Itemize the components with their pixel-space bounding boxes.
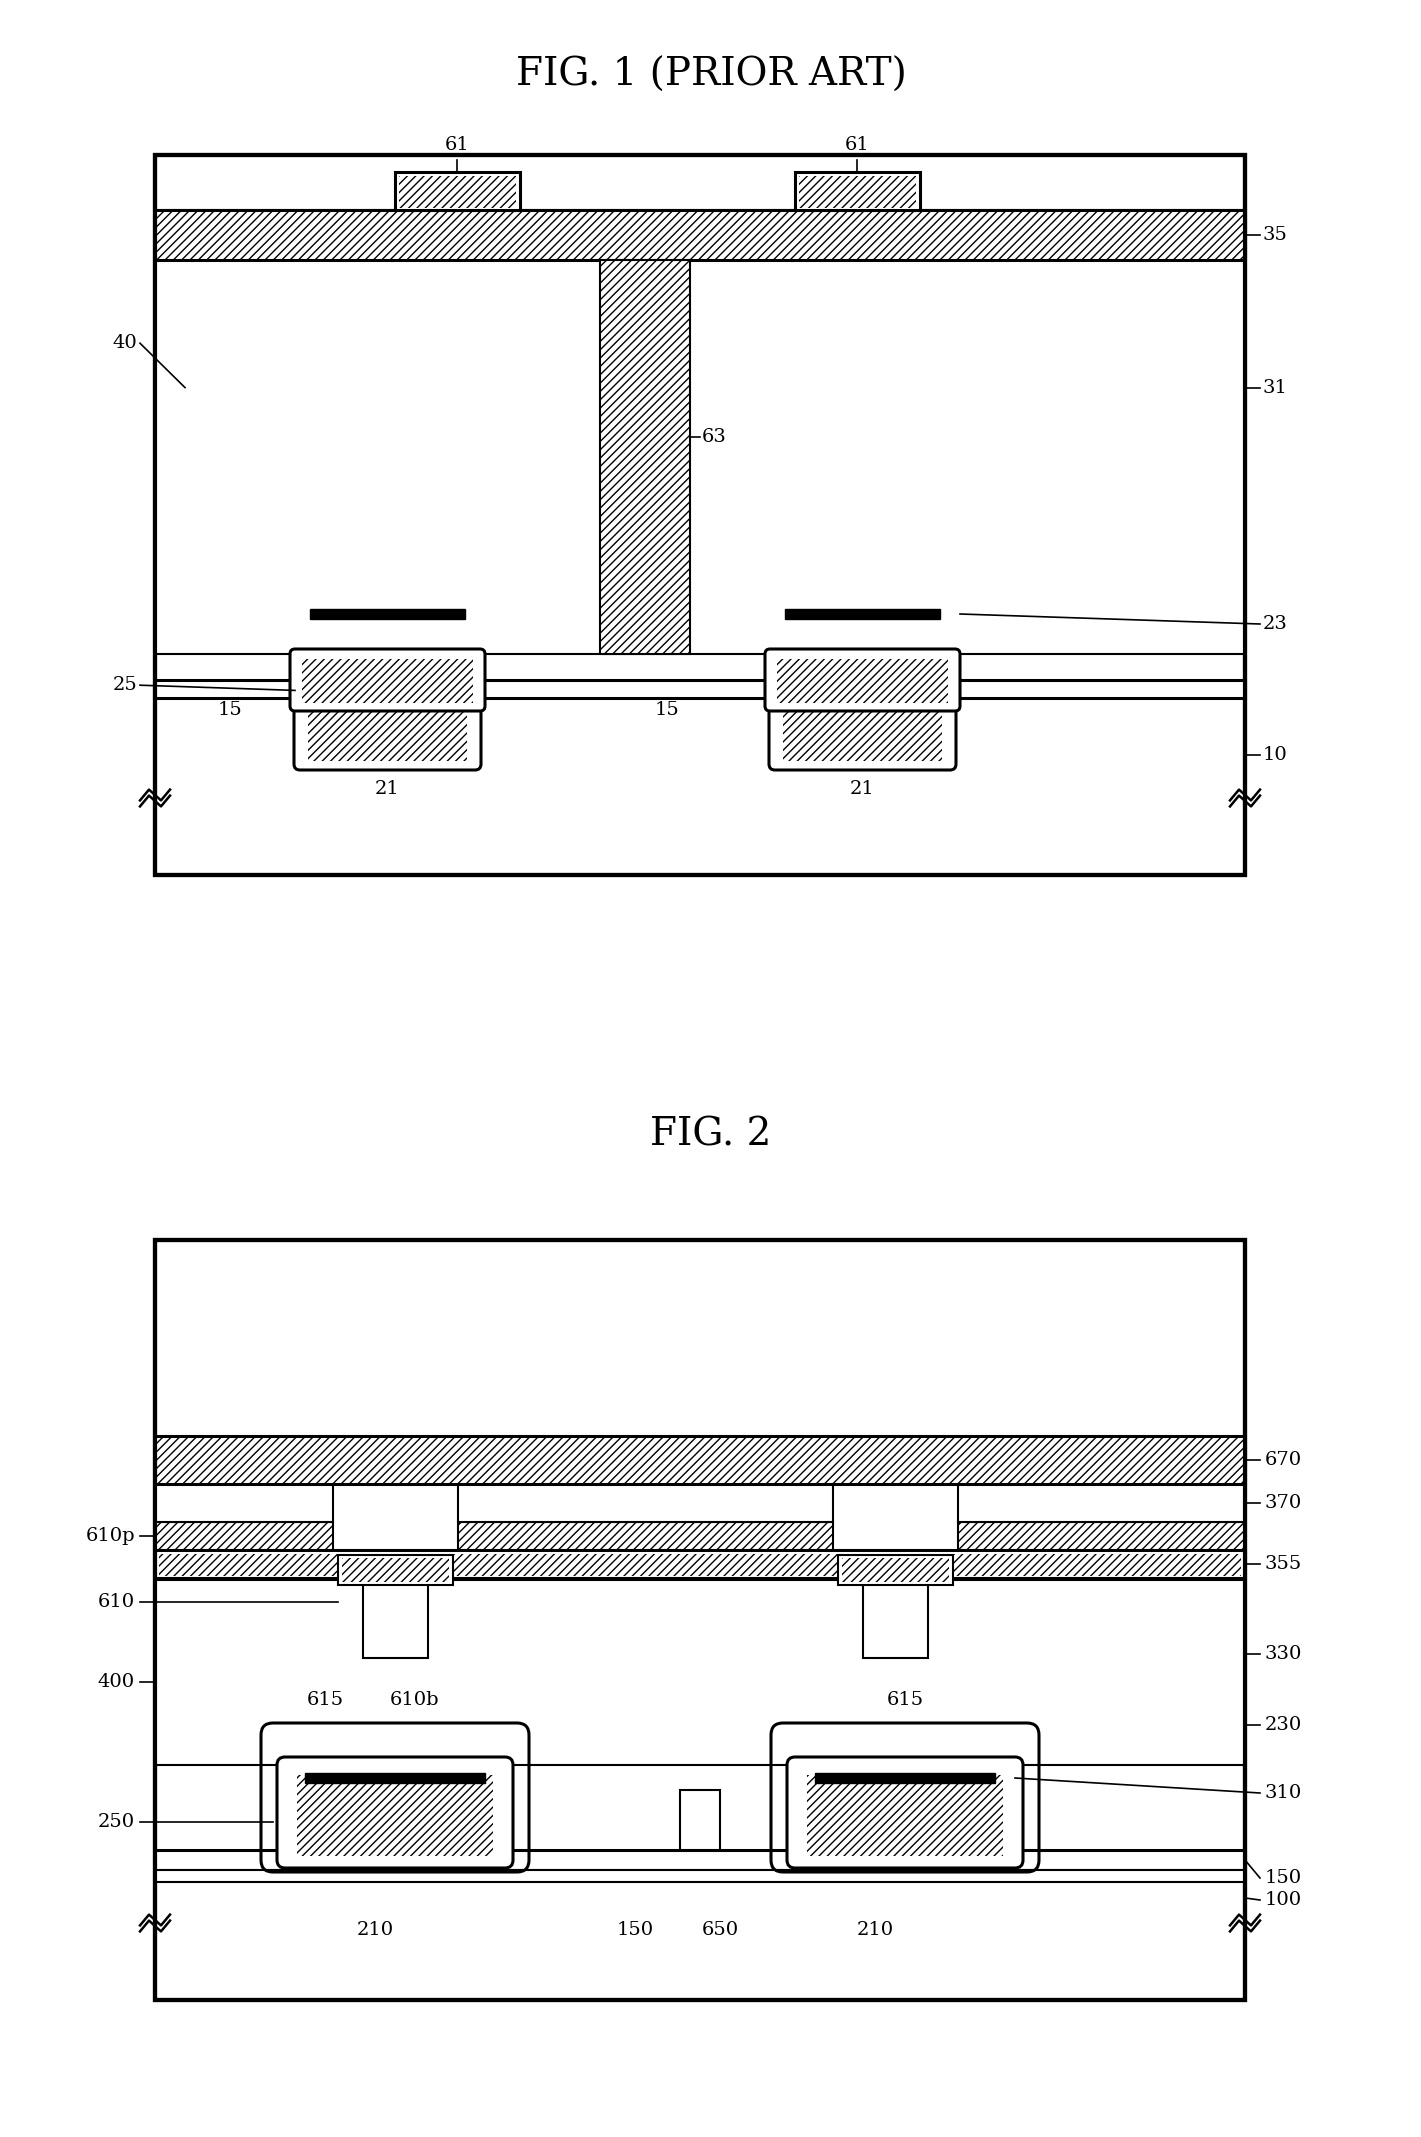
Bar <box>399 175 516 207</box>
Bar <box>362 1577 428 1658</box>
Text: 15: 15 <box>217 701 243 718</box>
Text: 330: 330 <box>1265 1645 1303 1663</box>
Bar <box>155 680 1245 699</box>
Bar <box>784 609 941 620</box>
Text: 615: 615 <box>307 1690 344 1710</box>
Text: 250: 250 <box>98 1812 135 1831</box>
Bar <box>958 1522 1245 1549</box>
Text: 150: 150 <box>617 1921 654 1938</box>
Bar <box>155 1579 1245 1765</box>
Text: 210: 210 <box>857 1921 894 1938</box>
Bar <box>342 1558 449 1581</box>
Text: 25: 25 <box>112 675 136 695</box>
Text: 615: 615 <box>887 1690 924 1710</box>
Bar <box>155 1239 1245 2000</box>
Bar <box>799 175 917 207</box>
Text: FIG. 1 (PRIOR ART): FIG. 1 (PRIOR ART) <box>516 56 907 94</box>
Text: FIG. 2: FIG. 2 <box>651 1116 772 1154</box>
Bar <box>958 1522 1245 1549</box>
Bar <box>458 1522 833 1549</box>
FancyBboxPatch shape <box>294 701 480 769</box>
Text: 355: 355 <box>1265 1556 1302 1573</box>
Bar <box>843 1558 949 1581</box>
Text: 21: 21 <box>375 780 399 797</box>
FancyBboxPatch shape <box>787 1757 1023 1868</box>
Bar <box>838 1556 953 1586</box>
Text: 61: 61 <box>445 137 469 154</box>
Bar <box>155 209 1245 261</box>
Bar <box>155 156 1245 874</box>
Bar <box>310 609 465 620</box>
Bar <box>342 1558 449 1581</box>
Bar <box>843 1558 949 1581</box>
Text: 610b: 610b <box>391 1690 441 1710</box>
Text: 23: 23 <box>1263 615 1287 633</box>
Text: 650: 650 <box>702 1921 739 1938</box>
Bar <box>155 1436 1245 1483</box>
Bar <box>155 1549 1245 1577</box>
Text: 610: 610 <box>98 1592 135 1611</box>
Text: 63: 63 <box>702 427 728 447</box>
Bar <box>600 261 691 654</box>
Text: 230: 230 <box>1265 1716 1302 1733</box>
Bar <box>159 1554 1241 1575</box>
Bar <box>794 171 919 209</box>
Text: 31: 31 <box>1263 378 1287 397</box>
Bar <box>458 1522 833 1549</box>
Bar <box>159 1554 1241 1575</box>
Text: 210: 210 <box>357 1921 394 1938</box>
Bar <box>863 1577 928 1658</box>
FancyBboxPatch shape <box>290 650 485 712</box>
Text: 40: 40 <box>112 333 136 353</box>
Text: 610p: 610p <box>85 1528 135 1545</box>
Bar <box>155 1851 1245 1870</box>
Bar <box>338 1556 453 1586</box>
FancyBboxPatch shape <box>277 1757 513 1868</box>
FancyBboxPatch shape <box>764 650 961 712</box>
Text: 370: 370 <box>1265 1494 1302 1513</box>
FancyBboxPatch shape <box>769 701 956 769</box>
Text: 61: 61 <box>844 137 870 154</box>
Bar <box>458 1483 833 1522</box>
Text: 10: 10 <box>1263 746 1287 765</box>
Text: 21: 21 <box>850 780 874 797</box>
Bar <box>799 175 917 207</box>
Bar <box>306 1774 485 1782</box>
Bar <box>155 156 1245 874</box>
Text: 150: 150 <box>1265 1870 1302 1887</box>
Bar <box>155 1522 333 1549</box>
Text: 100: 100 <box>1265 1891 1302 1908</box>
Bar <box>155 1483 333 1522</box>
Bar <box>681 1791 720 1851</box>
Text: 310: 310 <box>1265 1784 1302 1801</box>
Bar <box>600 261 691 654</box>
Text: 15: 15 <box>655 701 679 718</box>
Text: 35: 35 <box>1263 227 1287 244</box>
Bar <box>155 209 1245 654</box>
Bar <box>155 1436 1245 1483</box>
Bar <box>155 1522 333 1549</box>
Text: 670: 670 <box>1265 1451 1302 1468</box>
Bar <box>395 171 520 209</box>
Bar <box>958 1483 1245 1522</box>
Text: 400: 400 <box>98 1673 135 1690</box>
Bar <box>816 1774 995 1782</box>
Bar <box>155 209 1245 261</box>
Bar <box>155 1239 1245 2000</box>
Bar <box>399 175 516 207</box>
Bar <box>155 1870 1245 1883</box>
